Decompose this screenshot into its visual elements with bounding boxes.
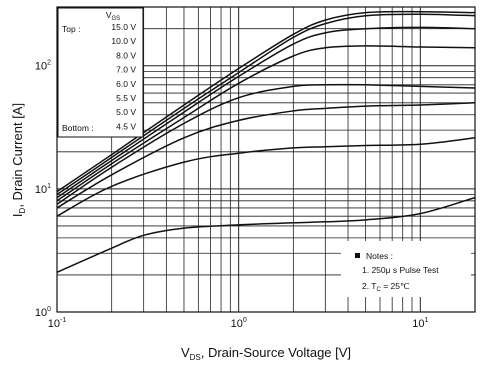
legend-entry: 7.0 V — [116, 65, 136, 75]
series-line — [56, 26, 476, 199]
notes-line-1: 1. 250μ s Pulse Test — [362, 265, 439, 275]
y-tick-label: 101 — [35, 183, 51, 196]
series-line — [56, 10, 476, 193]
y-axis-title: ID, Drain Current [A] — [10, 103, 27, 217]
legend-entry: 4.5 V — [116, 121, 136, 131]
legend-entry: 6.0 V — [116, 79, 136, 89]
y-tick-label: 100 — [35, 306, 51, 319]
legend: VGS Top : Bottom : 15.0 V 10.0 V 8.0 V 7.0 … — [57, 7, 144, 138]
legend-entry: 15.0 V — [111, 22, 136, 32]
legend-header: VGS — [106, 10, 120, 22]
notes-line-2: 2. TC = 25℃ — [362, 281, 410, 293]
legend-entry: 5.0 V — [116, 107, 136, 117]
legend-entry: 5.5 V — [116, 93, 136, 103]
legend-entry: 8.0 V — [116, 50, 136, 60]
x-tick-label: 101 — [412, 317, 428, 330]
series-line — [56, 137, 476, 217]
series-line — [56, 45, 476, 202]
series-line — [56, 102, 476, 209]
series-line — [56, 83, 476, 205]
x-axis-title: VDS, Drain-Source Voltage [V] — [181, 345, 351, 362]
notes-title: Notes : — [366, 251, 393, 261]
notes: Notes : 1. 250μ s Pulse Test 2. TC = 25℃ — [341, 241, 471, 297]
curve-group — [56, 10, 476, 273]
legend-entry: 10.0 V — [111, 36, 136, 46]
plot-frame — [56, 6, 476, 313]
legend-box — [57, 7, 144, 138]
legend-top-label: Top : — [62, 24, 80, 34]
notes-box — [341, 241, 471, 297]
legend-entries: 15.0 V 10.0 V 8.0 V 7.0 V 6.0 V 5.5 V 5.0 V 4.5… — [111, 22, 136, 131]
x-tick-label: 100 — [231, 317, 247, 330]
series-line — [56, 13, 476, 196]
series-line — [56, 196, 476, 273]
notes-bullet — [355, 253, 360, 258]
x-tick-label: 10-1 — [48, 317, 67, 330]
legend-bottom-label: Bottom : — [62, 123, 94, 133]
y-tick-label: 102 — [35, 60, 51, 73]
